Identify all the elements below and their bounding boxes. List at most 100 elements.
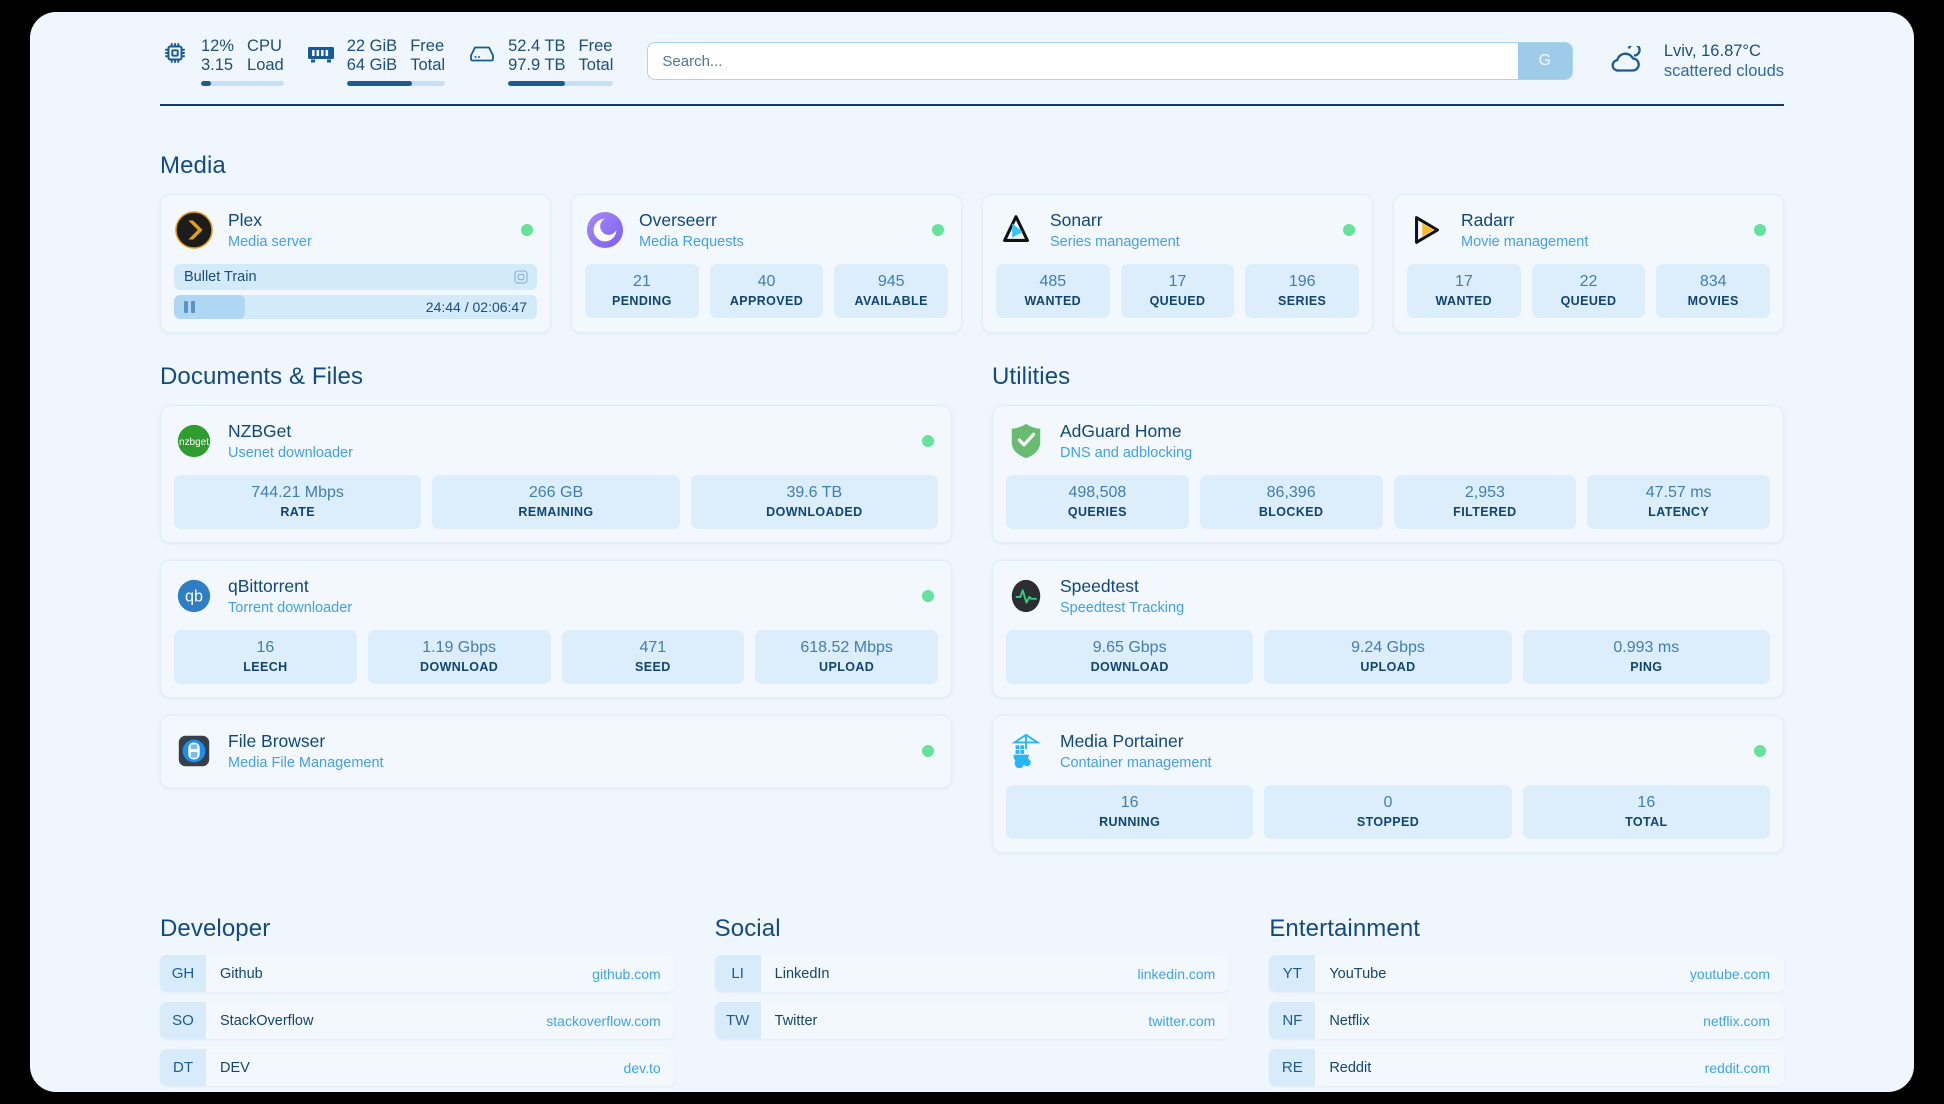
tile-value: 0 [1383, 794, 1393, 811]
cpu-label-1: CPU [247, 36, 282, 55]
stat-tile[interactable]: 47.57 ms LATENCY [1587, 475, 1770, 529]
overseerr-icon [585, 210, 625, 250]
service-name: File Browser [228, 730, 326, 751]
stat-tiles: 16 LEECH 1.19 Gbps DOWNLOAD 471 SEED [174, 630, 938, 684]
search-box[interactable]: G [647, 42, 1573, 80]
bookmark-item[interactable]: YT YouTube youtube.com [1269, 955, 1784, 992]
card-header: AdGuard Home DNS and adblocking [1006, 418, 1770, 464]
tile-label: FILTERED [1453, 505, 1517, 519]
bookmark-item[interactable]: LI LinkedIn linkedin.com [714, 955, 1230, 992]
section-title-social: Social [714, 915, 781, 942]
stat-tile[interactable]: 471 SEED [561, 630, 745, 684]
search-area: G [647, 42, 1573, 80]
pause-icon[interactable] [184, 301, 195, 313]
stat-tile[interactable]: 196 SERIES [1245, 264, 1360, 318]
card-header: Media Portainer Container management [1006, 728, 1770, 774]
stat-tile[interactable]: 16 TOTAL [1522, 785, 1770, 839]
bookmark-abbr: TW [714, 1002, 761, 1039]
stat-tile[interactable]: 21 PENDING [585, 264, 699, 318]
stat-tiles: 17 WANTED 22 QUEUED 834 MOVIES [1407, 264, 1771, 318]
stat-tile[interactable]: 2,953 FILTERED [1393, 475, 1577, 529]
bookmark-name: Twitter [774, 1012, 818, 1029]
service-card-filebrowser[interactable]: File Browser Media File Management [160, 715, 952, 788]
stat-tile[interactable]: 9.65 Gbps DOWNLOAD [1006, 630, 1254, 684]
bookmark-item[interactable]: TW Twitter twitter.com [714, 1002, 1230, 1039]
tile-value: 9.24 Gbps [1351, 639, 1425, 656]
tile-label: DOWNLOAD [420, 660, 499, 674]
tile-label: SERIES [1278, 294, 1327, 308]
bookmark-name: StackOverflow [220, 1012, 314, 1029]
stat-tile[interactable]: 834 MOVIES [1656, 264, 1771, 318]
stat-tile[interactable]: 39.6 TB DOWNLOADED [690, 475, 938, 529]
svg-text:nzbget: nzbget [179, 437, 209, 448]
cast-icon[interactable] [514, 270, 528, 284]
plex-icon [174, 210, 214, 250]
tile-label: UPLOAD [819, 660, 875, 674]
disk-usage-bar [508, 80, 614, 86]
stat-tile[interactable]: 0.993 ms PING [1522, 630, 1770, 684]
service-subtitle: Series management [1050, 233, 1180, 250]
tile-label: PENDING [611, 294, 672, 308]
stat-tile[interactable]: 40 APPROVED [709, 264, 824, 318]
service-card-speedtest[interactable]: Speedtest Speedtest Tracking 9.65 Gbps D… [992, 560, 1784, 698]
bookmark-item[interactable]: SO StackOverflow stackoverflow.com [160, 1002, 675, 1039]
stat-tile[interactable]: 16 RUNNING [1006, 785, 1254, 839]
service-card-plex[interactable]: Plex Media server Bullet Train [160, 194, 551, 333]
search-submit-button[interactable]: G [1517, 43, 1572, 79]
service-card-adguard[interactable]: AdGuard Home DNS and adblocking 498,508 … [992, 405, 1784, 543]
section-title-documents: Documents & Files [160, 363, 364, 390]
stat-tile[interactable]: 485 WANTED [996, 264, 1110, 318]
bookmark-item[interactable]: DT DEV dev.to [160, 1049, 675, 1086]
stat-tile[interactable]: 1.19 Gbps DOWNLOAD [367, 630, 551, 684]
card-header: File Browser Media File Management [174, 728, 938, 774]
stat-tile[interactable]: 17 QUEUED [1120, 264, 1235, 318]
stat-tile[interactable]: 0 STOPPED [1264, 785, 1512, 839]
status-badge [1754, 435, 1766, 447]
now-playing-row[interactable]: Bullet Train [174, 264, 537, 290]
svg-text:qb: qb [185, 588, 203, 606]
cpu-load-value: 3.15 [201, 55, 234, 74]
mid-columns: Documents & Files nzbget NZBGet [160, 363, 1784, 853]
tile-value: 618.52 Mbps [800, 639, 893, 656]
section-title-entertainment: Entertainment [1269, 915, 1421, 942]
stat-tile[interactable]: 9.24 Gbps UPLOAD [1264, 630, 1512, 684]
bookmark-abbr: DT [160, 1049, 206, 1086]
bookmark-url: netflix.com [1703, 1012, 1770, 1029]
stat-tile[interactable]: 22 QUEUED [1531, 264, 1646, 318]
stat-tile[interactable]: 744.21 Mbps RATE [174, 475, 422, 529]
bookmark-item[interactable]: NF Netflix netflix.com [1269, 1002, 1784, 1039]
stat-tile[interactable]: 86,396 BLOCKED [1199, 475, 1383, 529]
stat-tile[interactable]: 16 LEECH [174, 630, 357, 684]
bookmark-item[interactable]: GH Github github.com [160, 955, 675, 992]
section-title-utilities: Utilities [992, 363, 1071, 390]
bookmark-item[interactable]: RE Reddit reddit.com [1269, 1049, 1784, 1086]
service-card-sonarr[interactable]: Sonarr Series management 485 WANTED 17 Q… [982, 194, 1373, 333]
bookmark-group-entertainment: Entertainment YT YouTube youtube.com NF … [1269, 915, 1784, 1086]
tile-value: 945 [877, 273, 905, 290]
service-name: Speedtest [1060, 575, 1139, 596]
stat-tile[interactable]: 266 GB REMAINING [432, 475, 680, 529]
stat-tile[interactable]: 17 WANTED [1407, 264, 1521, 318]
status-badge [521, 224, 533, 236]
stat-tile[interactable]: 498,508 QUERIES [1006, 475, 1189, 529]
service-card-overseerr[interactable]: Overseerr Media Requests 21 PENDING 40 A… [571, 194, 962, 333]
tile-label: WANTED [1435, 294, 1493, 308]
memory-total-value: 64 GiB [346, 55, 398, 74]
tile-value: 47.57 ms [1645, 484, 1712, 501]
service-subtitle: Container management [1060, 754, 1212, 771]
tile-label: LATENCY [1648, 505, 1710, 519]
main-content: Media Plex Media server [30, 152, 1914, 1086]
status-badge [922, 745, 934, 757]
search-input[interactable] [648, 52, 1518, 70]
service-card-portainer[interactable]: Media Portainer Container management 16 … [992, 715, 1784, 853]
service-card-radarr[interactable]: Radarr Movie management 17 WANTED 22 QUE… [1393, 194, 1784, 333]
cloud-icon [1607, 44, 1649, 78]
stat-tiles: 9.65 Gbps DOWNLOAD 9.24 Gbps UPLOAD 0.99… [1006, 630, 1770, 684]
stat-tile[interactable]: 945 AVAILABLE [834, 264, 949, 318]
weather-location-temp: Lviv, 16.87°C [1663, 42, 1761, 60]
stat-tile[interactable]: 618.52 Mbps UPLOAD [755, 630, 938, 684]
service-card-nzbget[interactable]: nzbget NZBGet Usenet downloader 74 [160, 405, 952, 543]
service-card-qbittorrent[interactable]: qb qBittorrent Torrent downloader [160, 560, 952, 698]
playback-progress-bar[interactable]: 24:44 / 02:06:47 [174, 295, 537, 319]
service-subtitle: DNS and adblocking [1060, 444, 1193, 461]
